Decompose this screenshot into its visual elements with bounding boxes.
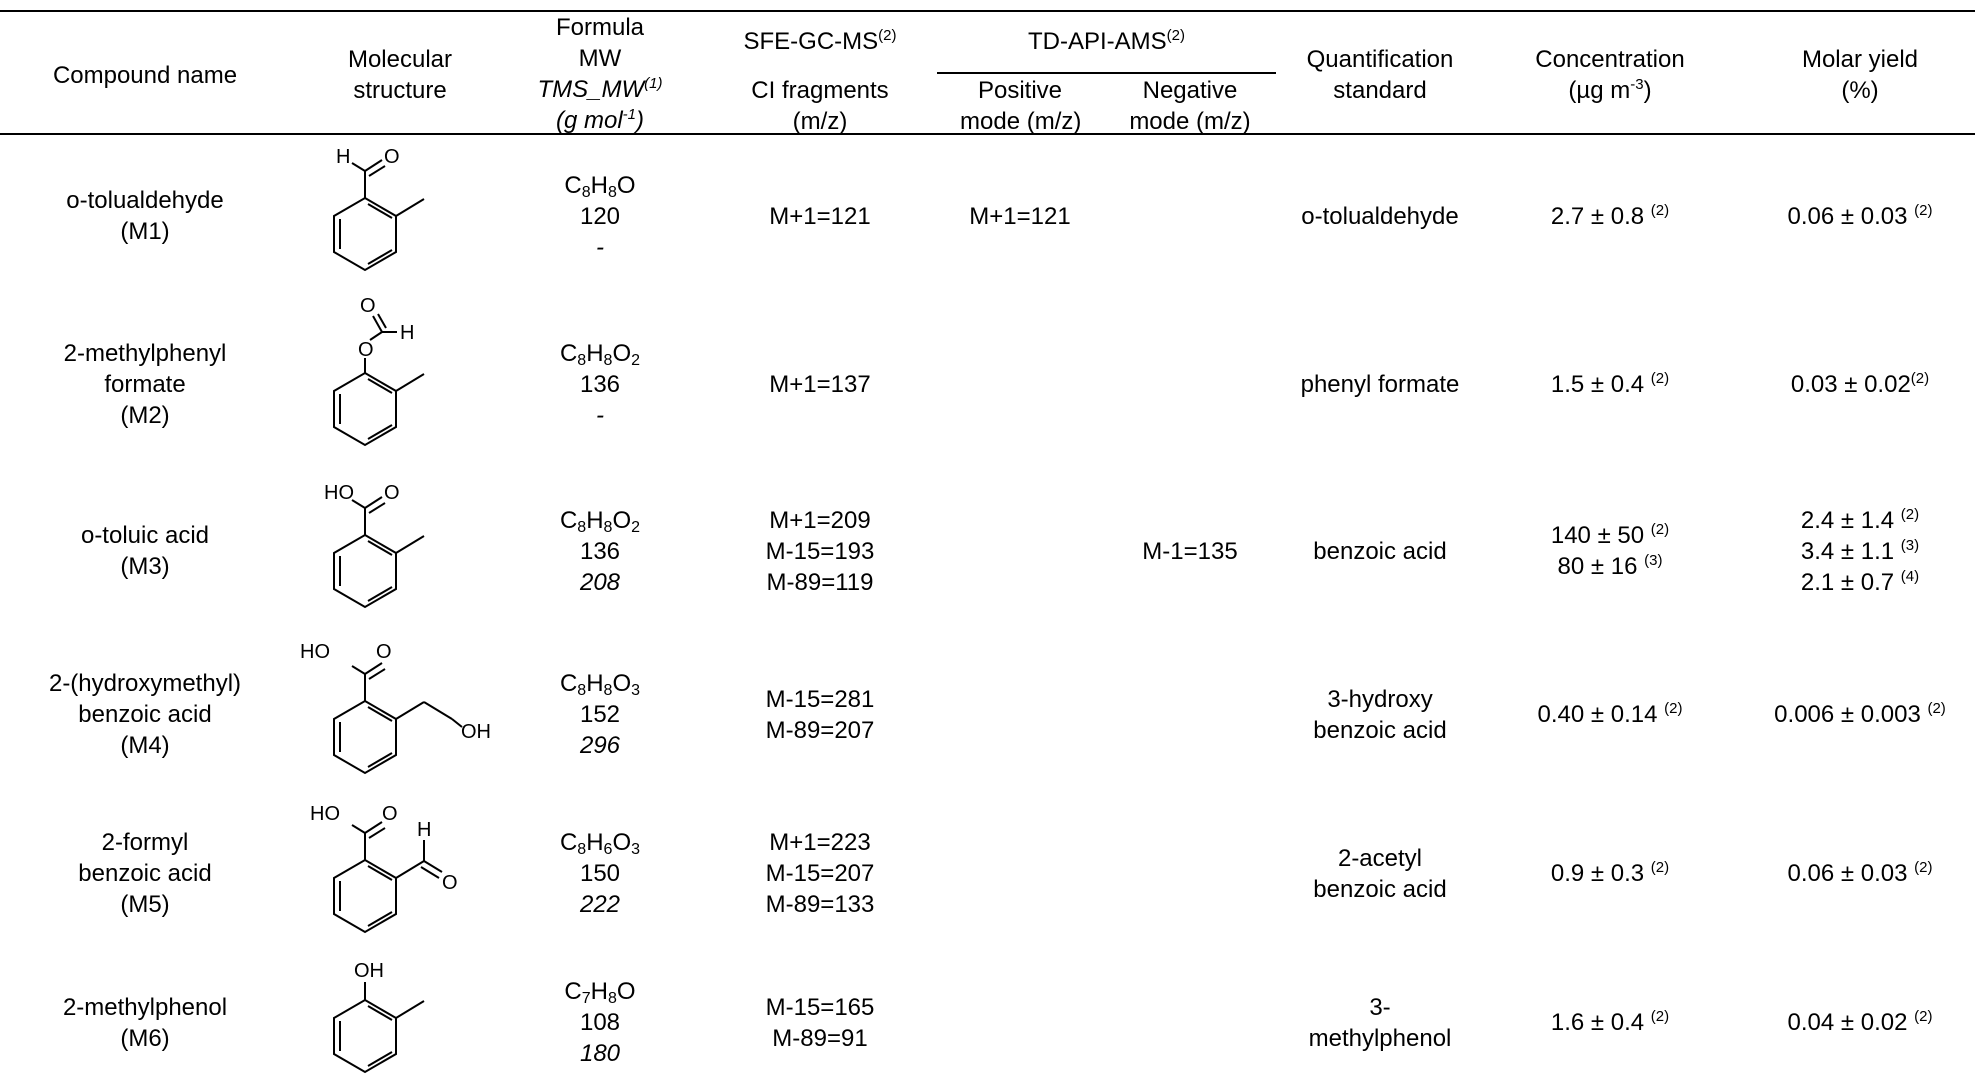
2-methylphenyl-formate-structure-icon: O H O — [333, 295, 425, 447]
header-molar-yield: Molar yield (%) — [1801, 46, 1919, 104]
formula-m2: C8H8O2 136- — [559, 340, 641, 429]
molar-yield-m3: 2.4 ± 1.4 (2) 3.4 ± 1.1 (3) 2.1 ± 0.7 (4… — [1800, 506, 1920, 596]
formula-m5: C8H6O3 150 222 — [559, 829, 641, 918]
compound-name-m2: 2-methylphenyl formate (M2) — [63, 340, 227, 429]
molar-yield-m4: 0.006 ± 0.003 (2) — [1774, 700, 1946, 728]
compound-name-m5: 2-formyl benzoic acid (M5) — [78, 829, 212, 918]
header-negative-mode: Negative mode (m/z) — [1129, 77, 1251, 135]
formula-m6: C7H8O 108 180 — [564, 978, 636, 1067]
header-sfe-gc-ms: SFE-GC-MS(2) — [743, 27, 897, 55]
standard-m3: benzoic acid — [1313, 538, 1447, 565]
svg-text:H: H — [336, 146, 350, 168]
o-toluic-acid-structure-icon: HO O — [324, 482, 425, 609]
svg-text:HO: HO — [310, 803, 340, 825]
2-methylphenol-structure-icon: OH — [333, 960, 425, 1074]
header-ci-fragments: CI fragments (m/z) — [751, 77, 889, 135]
svg-text:H: H — [417, 819, 431, 841]
header-bottom-rule — [0, 133, 1975, 135]
molar-yield-m2: 0.03 ± 0.02(2) — [1790, 370, 1930, 398]
svg-text:O: O — [442, 872, 458, 894]
svg-text:O: O — [376, 641, 392, 663]
negative-mode-m3: M-1=135 — [1142, 538, 1238, 565]
header-concentration: Concentration (µg m-3) — [1535, 46, 1685, 104]
compound-name-m4: 2-(hydroxymethyl) benzoic acid (M4) — [48, 670, 242, 759]
ci-fragments-m5: M+1=223 M-15=207 M-89=133 — [765, 829, 875, 918]
svg-text:H: H — [400, 322, 414, 344]
ci-fragments-m2: M+1=137 — [769, 371, 871, 398]
td-api-ams-rule — [937, 72, 1276, 74]
compound-name-m3: o-toluic acid (M3) — [80, 522, 210, 580]
svg-text:O: O — [358, 339, 374, 361]
standard-m6: 3- methylphenol — [1308, 994, 1452, 1052]
positive-mode-m1: M+1=121 — [969, 203, 1071, 230]
concentration-m6: 1.6 ± 0.4 (2) — [1550, 1008, 1670, 1036]
concentration-m1: 2.7 ± 0.8 (2) — [1550, 202, 1670, 230]
formula-m3: C8H8O2 136 208 — [559, 507, 641, 596]
concentration-m4: 0.40 ± 0.14 (2) — [1537, 700, 1683, 728]
header-formula-mw: Formula MW TMS_MW(1) (g mol-1) — [537, 14, 663, 134]
o-tolualdehyde-structure-icon: H O — [333, 146, 425, 272]
compound-name-m1: o-tolualdehyde (M1) — [66, 187, 224, 245]
ci-fragments-m1: M+1=121 — [769, 203, 871, 230]
concentration-m2: 1.5 ± 0.4 (2) — [1550, 370, 1670, 398]
concentration-m5: 0.9 ± 0.3 (2) — [1550, 859, 1670, 887]
formula-m1: C8H8O 120- — [564, 172, 636, 261]
molar-yield-m5: 0.06 ± 0.03 (2) — [1787, 859, 1933, 887]
2-hydroxymethyl-benzoic-acid-structure-icon: HO O OH — [300, 641, 491, 775]
header-td-api-ams: TD-API-AMS(2) — [1027, 27, 1185, 55]
header-molecular-structure: Molecular structure — [347, 46, 453, 104]
molar-yield-m1: 0.06 ± 0.03 (2) — [1787, 202, 1933, 230]
svg-text:O: O — [360, 295, 376, 317]
svg-text:O: O — [384, 146, 400, 168]
svg-text:OH: OH — [461, 721, 491, 743]
header-quantification-standard: Quantification standard — [1306, 46, 1454, 104]
ci-fragments-m3: M+1=209 M-15=193 M-89=119 — [765, 507, 875, 596]
svg-text:O: O — [382, 803, 398, 825]
table-top-rule — [0, 10, 1975, 12]
svg-text:O: O — [384, 482, 400, 504]
standard-m4: 3-hydroxy benzoic acid — [1313, 686, 1447, 744]
standard-m2: phenyl formate — [1300, 371, 1460, 398]
compound-name-m6: 2-methylphenol (M6) — [62, 994, 228, 1052]
concentration-m3: 140 ± 50 (2) 80 ± 16 (3) — [1550, 521, 1670, 580]
ci-fragments-m4: M-15=281 M-89=207 — [765, 686, 875, 744]
ci-fragments-m6: M-15=165 M-89=91 — [765, 994, 875, 1052]
standard-m1: o-tolualdehyde — [1301, 203, 1459, 230]
svg-text:HO: HO — [324, 482, 354, 504]
formula-m4: C8H8O3 152 296 — [559, 670, 641, 759]
header-positive-mode: Positive mode (m/z) — [960, 77, 1082, 135]
svg-text:HO: HO — [300, 641, 330, 663]
svg-text:OH: OH — [354, 960, 384, 982]
header-compound-name: Compound name — [52, 62, 238, 89]
2-formyl-benzoic-acid-structure-icon: HO O H O — [310, 803, 458, 934]
molar-yield-m6: 0.04 ± 0.02 (2) — [1787, 1008, 1933, 1036]
standard-m5: 2-acetyl benzoic acid — [1313, 845, 1447, 903]
